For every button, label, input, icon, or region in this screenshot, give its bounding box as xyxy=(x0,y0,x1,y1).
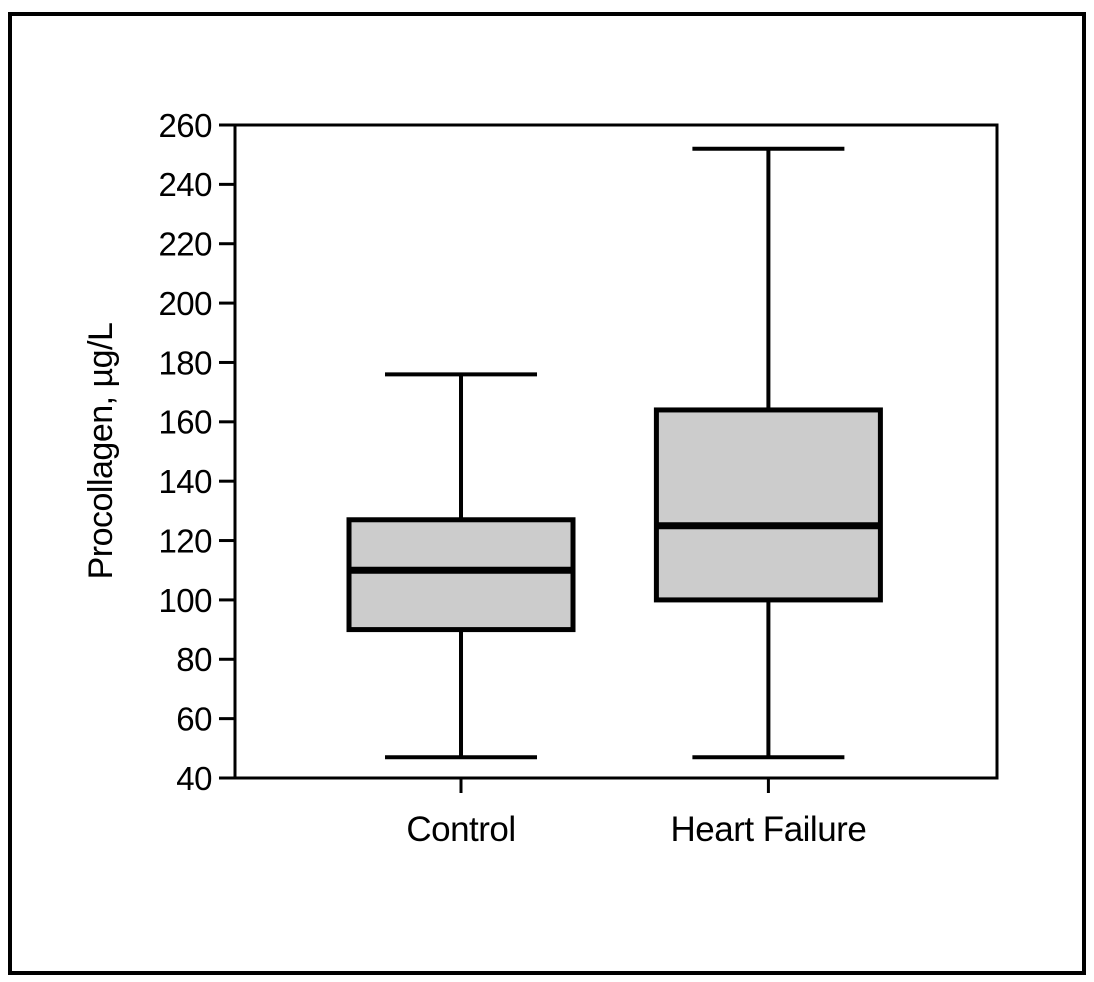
y-tick-label: 40 xyxy=(176,760,212,797)
figure-border xyxy=(8,12,1086,975)
y-tick-label: 140 xyxy=(158,463,212,500)
y-axis-title: Procollagen, µg/L xyxy=(82,323,120,580)
category-label-control: Control xyxy=(406,810,515,849)
y-axis: 260 240 220 200 180 160 140 120 100 80 60 40 xyxy=(158,107,235,797)
y-tick-label: 60 xyxy=(176,701,212,738)
y-tick-label: 100 xyxy=(158,582,212,619)
category-label-heart-failure: Heart Failure xyxy=(671,810,867,849)
x-axis: Control Heart Failure xyxy=(406,778,867,849)
y-tick-label: 260 xyxy=(158,107,212,144)
iqr-box xyxy=(346,517,576,633)
boxplot-control xyxy=(346,372,576,760)
box-series xyxy=(346,146,883,760)
iqr-box xyxy=(653,407,883,603)
y-tick-label: 80 xyxy=(176,641,212,678)
y-tick-label: 180 xyxy=(158,344,212,381)
y-tick-label: 220 xyxy=(158,226,212,263)
boxplot-heart-failure xyxy=(653,146,883,760)
y-tick-label: 160 xyxy=(158,404,212,441)
y-tick-label: 200 xyxy=(158,285,212,322)
y-tick-label: 120 xyxy=(158,522,212,559)
y-tick-label: 240 xyxy=(158,166,212,203)
